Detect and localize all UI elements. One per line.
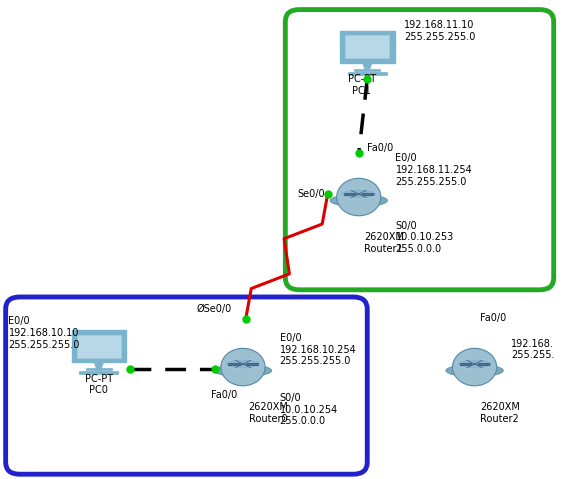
Ellipse shape [214, 365, 272, 376]
Polygon shape [94, 362, 103, 368]
Text: 192.168.
255.255.: 192.168. 255.255. [511, 339, 555, 361]
Text: Fa0/0: Fa0/0 [480, 313, 506, 323]
Ellipse shape [341, 189, 377, 199]
Text: S0/0
10.0.10.253
255.0.0.0: S0/0 10.0.10.253 255.0.0.0 [396, 220, 454, 254]
Text: 2620XM
Router0: 2620XM Router0 [249, 402, 289, 424]
Circle shape [337, 178, 381, 216]
Text: E0/0
192.168.10.10
255.255.255.0: E0/0 192.168.10.10 255.255.255.0 [8, 316, 80, 350]
Circle shape [221, 348, 265, 386]
Ellipse shape [78, 372, 120, 374]
Ellipse shape [346, 72, 388, 75]
Ellipse shape [330, 194, 388, 206]
Text: 2620XM
Router2: 2620XM Router2 [480, 402, 520, 424]
Text: ØSe0/0: ØSe0/0 [197, 304, 232, 314]
Text: Se0/0: Se0/0 [297, 189, 325, 199]
FancyBboxPatch shape [348, 72, 387, 75]
FancyBboxPatch shape [86, 368, 112, 370]
Text: Fa0/0: Fa0/0 [211, 390, 237, 400]
Text: S0/0
10.0.10.254
255.0.0.0: S0/0 10.0.10.254 255.0.0.0 [280, 393, 338, 426]
Text: 2620XM
Router1: 2620XM Router1 [364, 232, 405, 254]
FancyBboxPatch shape [340, 31, 394, 63]
FancyBboxPatch shape [77, 335, 121, 358]
Text: PC-PT
PC0: PC-PT PC0 [85, 374, 113, 395]
Ellipse shape [457, 359, 493, 369]
FancyBboxPatch shape [345, 35, 389, 58]
Text: Fa0/0: Fa0/0 [367, 143, 393, 153]
Polygon shape [363, 63, 372, 69]
Circle shape [453, 348, 497, 386]
Text: E0/0
192.168.10.254
255.255.255.0: E0/0 192.168.10.254 255.255.255.0 [280, 333, 357, 366]
Ellipse shape [446, 365, 503, 376]
Text: E0/0
192.168.11.254
255.255.255.0: E0/0 192.168.11.254 255.255.255.0 [396, 153, 472, 187]
Text: PC-PT
PC1: PC-PT PC1 [347, 74, 376, 96]
Ellipse shape [225, 359, 261, 369]
FancyBboxPatch shape [354, 69, 380, 70]
FancyBboxPatch shape [79, 371, 119, 375]
FancyBboxPatch shape [72, 331, 126, 362]
Text: 192.168.11.10
255.255.255.0: 192.168.11.10 255.255.255.0 [404, 20, 475, 42]
